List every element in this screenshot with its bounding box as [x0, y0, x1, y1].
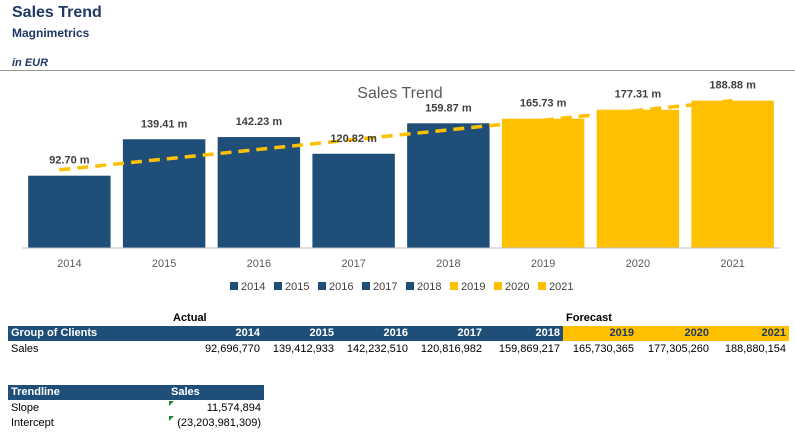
bar-2019[interactable] [501, 118, 585, 249]
trendline-header: Trendline [8, 385, 168, 400]
trendline-table: Trendline Sales Slope 11,574,894 Interce… [0, 385, 300, 435]
legend-label-2020: 2020 [505, 281, 529, 293]
sales-value-2021[interactable]: 188,880,154 [724, 343, 786, 355]
sales-value-2014[interactable]: 92,696,770 [204, 343, 260, 355]
trendline-value-header: Sales [168, 385, 264, 400]
data-label-2018: 159.87 m [425, 102, 472, 114]
x-tick-2014: 2014 [57, 258, 81, 270]
data-label-2015: 139.41 m [141, 118, 188, 130]
table-header-2020: 2020 [637, 326, 712, 341]
bar-2014[interactable] [28, 175, 111, 248]
x-tick-2018: 2018 [436, 258, 460, 270]
x-tick-2017: 2017 [341, 258, 365, 270]
sales-value-2019[interactable]: 165,730,365 [572, 343, 634, 355]
legend-label-2017: 2017 [373, 281, 397, 293]
legend-label-2015: 2015 [285, 281, 309, 293]
table-header-2021: 2021 [712, 326, 789, 341]
data-label-2020: 177.31 m [615, 89, 662, 101]
legend-label-2021: 2021 [549, 281, 573, 293]
x-tick-2016: 2016 [247, 258, 271, 270]
x-tick-2020: 2020 [626, 258, 650, 270]
trendline [59, 98, 733, 172]
bar-2020[interactable] [596, 109, 680, 248]
slope-label: Slope [11, 402, 40, 414]
legend-swatch-2018 [406, 282, 414, 290]
bar-2018[interactable] [407, 123, 490, 248]
data-table: Actual Forecast Group of Clients 2014 201… [0, 310, 795, 360]
sales-value-2017[interactable]: 120,816,982 [420, 343, 482, 355]
bar-2017[interactable] [312, 153, 395, 248]
table-header-2014: 2014 [168, 326, 263, 341]
legend-swatch-2019 [450, 282, 458, 290]
legend-swatch-2017 [362, 282, 370, 290]
legend-label-2019: 2019 [461, 281, 485, 293]
x-tick-2019: 2019 [531, 258, 555, 270]
data-label-2019: 165.73 m [520, 98, 567, 110]
legend-label-2016: 2016 [329, 281, 353, 293]
table-header-2017: 2017 [411, 326, 485, 341]
sheet-title: Sales Trend [12, 4, 102, 21]
slope-value[interactable]: 11,574,894 [206, 402, 261, 414]
bar-2021[interactable] [691, 100, 774, 248]
table-header-2015: 2015 [263, 326, 337, 341]
sales-value-2020[interactable]: 177,305,260 [647, 343, 709, 355]
x-tick-2015: 2015 [152, 258, 176, 270]
legend-label-2014: 2014 [241, 281, 265, 293]
formula-marker-icon [169, 416, 174, 421]
data-label-2017: 120.82 m [330, 133, 377, 145]
table-header-2018: 2018 [485, 326, 563, 341]
legend-swatch-2014 [230, 282, 238, 290]
row-label-sales: Sales [11, 343, 39, 355]
table-header-2019: 2019 [563, 326, 637, 341]
sales-value-2015[interactable]: 139,412,933 [272, 343, 334, 355]
sales-value-2016[interactable]: 142,232,510 [346, 343, 408, 355]
legend-swatch-2015 [274, 282, 282, 290]
table-header-label: Group of Clients [8, 326, 168, 341]
legend-swatch-2021 [538, 282, 546, 290]
forecast-label: Forecast [566, 312, 612, 324]
unit-label: in EUR [12, 57, 49, 69]
sales-value-2018[interactable]: 159,869,217 [498, 343, 560, 355]
data-label-2021: 188.88 m [709, 80, 756, 92]
legend-swatch-2020 [494, 282, 502, 290]
data-label-2014: 92.70 m [49, 155, 90, 167]
legend-swatch-2016 [318, 282, 326, 290]
intercept-label: Intercept [11, 417, 54, 429]
actual-label: Actual [173, 312, 207, 324]
divider [0, 70, 795, 71]
sales-trend-chart[interactable]: Sales Trend 92.70 m 139.41 m 142.23 m 120.8… [0, 72, 795, 302]
x-tick-2021: 2021 [720, 258, 744, 270]
sheet-subtitle: Magnimetrics [12, 26, 90, 40]
data-label-2016: 142.23 m [236, 116, 283, 128]
formula-marker-icon [169, 401, 174, 406]
intercept-value[interactable]: (23,203,981,309) [177, 417, 261, 429]
legend-label-2018: 2018 [417, 281, 441, 293]
bar-2016[interactable] [217, 137, 301, 248]
table-header-2016: 2016 [337, 326, 411, 341]
chart-title: Sales Trend [357, 85, 442, 102]
